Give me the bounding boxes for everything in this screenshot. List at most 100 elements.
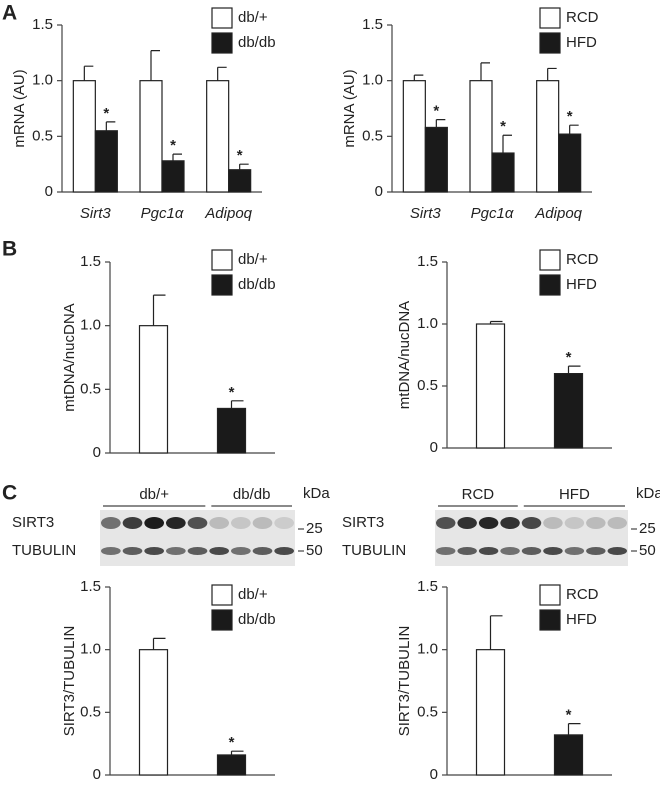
size-marker: 50 [306, 542, 323, 559]
bar [536, 80, 560, 193]
y-tick-label: 1.0 [362, 72, 383, 89]
blot-band [564, 547, 585, 555]
legend-label: HFD [566, 34, 597, 51]
x-tick-label: Adipoq [204, 205, 252, 222]
size-marker: 25 [639, 520, 656, 537]
significance-mark: * [170, 137, 176, 154]
y-tick-label: 1.5 [362, 16, 383, 33]
y-tick-label: 0.5 [80, 380, 101, 397]
y-tick-label: 1.5 [80, 253, 101, 270]
legend-swatch [539, 274, 561, 296]
blot-band [543, 517, 563, 529]
significance-mark: * [500, 118, 506, 135]
bar [216, 754, 247, 776]
error-bar [239, 163, 249, 170]
error-bar [230, 400, 244, 409]
y-axis-label: SIRT3/TUBULIN [61, 626, 78, 737]
error-bar [480, 62, 490, 81]
significance-mark: * [229, 384, 235, 401]
y-axis-label: SIRT3/TUBULIN [396, 626, 413, 737]
bar [206, 80, 230, 193]
error-bar [217, 66, 227, 81]
y-axis-label: mtDNA/nucDNA [61, 303, 78, 411]
y-tick-label: 0.5 [80, 703, 101, 720]
blot-band [436, 517, 456, 529]
blot-row-label: TUBULIN [342, 542, 406, 559]
blot-band [166, 517, 186, 529]
blot-band [586, 517, 606, 529]
significance-mark: * [103, 105, 109, 122]
error-bar [547, 67, 557, 81]
error-bar [435, 119, 446, 128]
y-tick-label: 1.0 [32, 72, 53, 89]
blot-band [607, 547, 627, 555]
blot-band [521, 517, 542, 529]
y-tick-label: 1.5 [80, 578, 101, 595]
blot-group-label: RCD [462, 486, 495, 503]
blot-unit: kDa [636, 485, 660, 502]
legend-label: HFD [566, 611, 597, 628]
blot-row-label: TUBULIN [12, 542, 76, 559]
legend-swatch [211, 249, 233, 271]
x-tick-label: Sirt3 [80, 205, 112, 222]
blot-band [564, 517, 585, 529]
bar [475, 323, 506, 449]
legend-swatch [539, 249, 561, 271]
error-bar [502, 134, 512, 154]
y-tick-label: 0 [93, 444, 101, 461]
legend-label: HFD [566, 276, 597, 293]
bar [424, 126, 448, 193]
x-tick-label: Pgc1α [471, 205, 514, 222]
error-bar [230, 750, 244, 755]
error-bar [83, 65, 94, 81]
blot-band [500, 517, 520, 529]
x-tick-label: Sirt3 [410, 205, 442, 222]
panel-letter: C [2, 482, 17, 505]
blot-band [457, 517, 477, 529]
blot-band [166, 547, 186, 555]
x-tick-label: Pgc1α [141, 205, 184, 222]
blot-band [586, 547, 606, 555]
legend-swatch [211, 32, 233, 54]
legend-swatch [211, 274, 233, 296]
legend-label: RCD [566, 251, 599, 268]
legend-label: db/db [238, 34, 276, 51]
legend-swatch [539, 32, 561, 54]
blot-band [457, 547, 477, 555]
error-bar [172, 153, 182, 161]
blot-band [607, 517, 627, 529]
blot-group-label: HFD [559, 486, 590, 503]
y-tick-label: 0.5 [362, 127, 383, 144]
error-bar [105, 121, 116, 131]
error-bar [152, 294, 166, 326]
blot-band [122, 547, 143, 555]
y-tick-label: 0 [430, 766, 438, 783]
bar [402, 80, 426, 193]
legend-label: db/+ [238, 251, 268, 268]
blot-band [521, 547, 542, 555]
bar [558, 133, 582, 193]
blot-band [478, 517, 499, 529]
bar [469, 80, 493, 193]
legend-label: RCD [566, 586, 599, 603]
y-axis-label: mRNA (AU) [11, 69, 28, 147]
significance-mark: * [567, 108, 573, 125]
y-tick-label: 1.0 [80, 317, 101, 334]
blot-band [187, 547, 208, 555]
error-bar [413, 74, 424, 81]
blot-band [231, 547, 251, 555]
bar [553, 734, 584, 776]
blot-band [187, 517, 208, 529]
blot-band [478, 547, 499, 555]
error-bar [489, 320, 503, 324]
bar [139, 80, 163, 193]
error-bar [489, 615, 503, 650]
legend-swatch [211, 609, 233, 631]
blot-band [231, 517, 251, 529]
blot-row-label: SIRT3 [12, 514, 54, 531]
blot-band [101, 517, 121, 529]
legend-swatch [539, 609, 561, 631]
y-axis-label: mRNA (AU) [341, 69, 358, 147]
legend-swatch [539, 7, 561, 29]
blot-band [252, 547, 273, 555]
